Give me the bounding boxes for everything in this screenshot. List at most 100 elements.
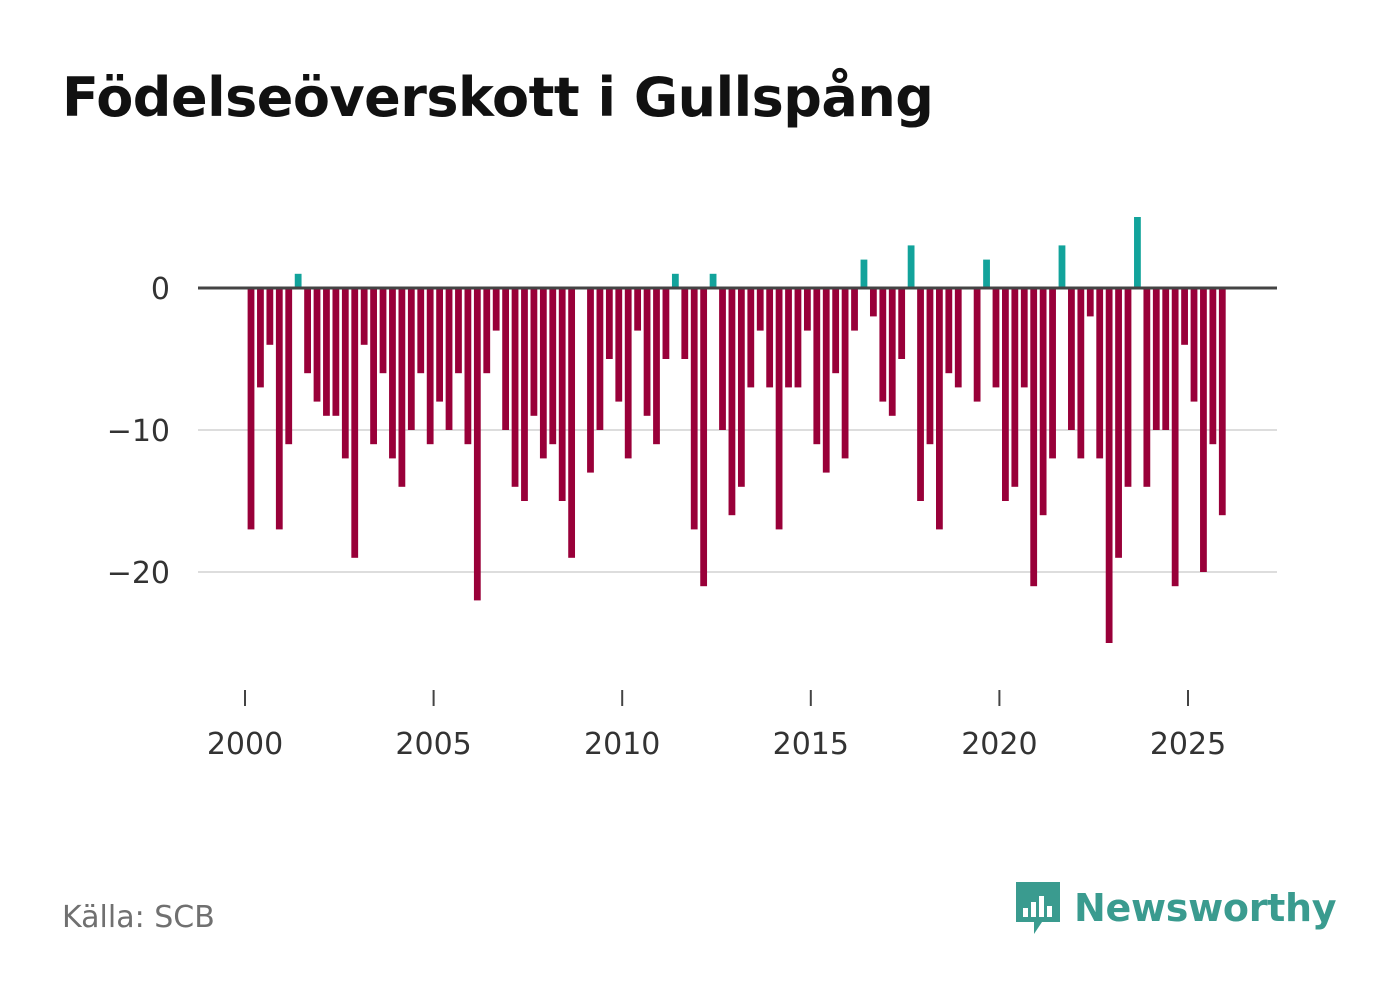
bar-negative bbox=[323, 288, 330, 416]
bar-negative bbox=[785, 288, 792, 388]
bar-positive bbox=[294, 273, 302, 288]
bar-negative bbox=[247, 288, 255, 530]
logo-text: Newsworthy bbox=[1074, 886, 1337, 930]
bar-negative bbox=[605, 288, 613, 359]
tick-labels: 0 −10 −20 2000 2005 2010 2015 2020 2025 bbox=[107, 272, 1226, 762]
bar-negative bbox=[304, 288, 311, 374]
bar-negative bbox=[832, 288, 840, 374]
bar-negative bbox=[1115, 288, 1122, 558]
bar-negative bbox=[794, 288, 802, 388]
bar-negative bbox=[1209, 288, 1217, 445]
bar-negative bbox=[869, 288, 877, 317]
bar-negative bbox=[813, 288, 821, 445]
bar-negative bbox=[1162, 288, 1170, 430]
bar-negative bbox=[1039, 288, 1047, 516]
bar-negative bbox=[615, 288, 623, 402]
bar-negative bbox=[700, 288, 708, 587]
bar-negative bbox=[587, 288, 594, 473]
bar-negative bbox=[1002, 288, 1009, 501]
x-tick-label: 2010 bbox=[584, 727, 660, 762]
bar-negative bbox=[285, 288, 293, 445]
newsworthy-logo[interactable]: Newsworthy bbox=[1012, 878, 1337, 938]
bar-negative bbox=[455, 288, 462, 374]
bar-negative bbox=[1077, 288, 1085, 459]
bar-negative bbox=[879, 288, 887, 402]
bar-negative bbox=[313, 288, 321, 402]
bar-negative bbox=[662, 288, 670, 359]
bar-negative bbox=[511, 288, 519, 487]
bar-negative bbox=[643, 288, 651, 416]
bar-negative bbox=[445, 288, 453, 430]
grid-lines bbox=[198, 429, 1277, 573]
bar-negative bbox=[841, 288, 849, 459]
bar-negative bbox=[1152, 288, 1160, 430]
bar-positive bbox=[907, 245, 915, 288]
bar-negative bbox=[275, 288, 283, 530]
bar-negative bbox=[653, 288, 660, 445]
bar-negative bbox=[992, 288, 1000, 388]
bar-negative bbox=[766, 288, 774, 388]
x-tick-label: 2020 bbox=[961, 727, 1037, 762]
bar-negative bbox=[851, 288, 858, 331]
bar-negative bbox=[417, 288, 425, 374]
bar-negative bbox=[398, 288, 406, 487]
bar-negative bbox=[596, 288, 604, 430]
bar-negative bbox=[389, 288, 396, 459]
bar-negative bbox=[775, 288, 783, 530]
bar-negative bbox=[426, 288, 434, 445]
bar-negative bbox=[945, 288, 953, 374]
bar-negative bbox=[624, 288, 632, 459]
bar-positive bbox=[860, 259, 868, 288]
y-tick-label: 0 bbox=[151, 272, 170, 307]
bar-negative bbox=[539, 288, 547, 459]
bar-negative bbox=[332, 288, 340, 416]
bar-negative bbox=[936, 288, 943, 530]
bar-negative bbox=[1030, 288, 1038, 587]
x-tick-label: 2005 bbox=[395, 727, 471, 762]
bar-negative bbox=[888, 288, 896, 416]
x-tick-label: 2025 bbox=[1150, 727, 1226, 762]
bar-negative bbox=[1181, 288, 1188, 345]
bar-negative bbox=[917, 288, 924, 501]
bar-negative bbox=[266, 288, 274, 345]
bar-negative bbox=[1190, 288, 1198, 402]
bar-negative bbox=[954, 288, 962, 388]
bar-negative bbox=[1105, 288, 1113, 643]
bar-negative bbox=[1124, 288, 1132, 487]
bar-negative bbox=[549, 288, 557, 445]
bar-negative bbox=[1171, 288, 1179, 587]
bar-negative bbox=[558, 288, 566, 501]
source-label: Källa: SCB bbox=[62, 900, 215, 935]
bar-negative bbox=[756, 288, 764, 331]
bar-negative bbox=[341, 288, 349, 459]
bar-negative bbox=[370, 288, 377, 445]
bar-negative bbox=[1143, 288, 1151, 487]
bar-negative bbox=[681, 288, 689, 359]
bar-negative bbox=[257, 288, 264, 388]
bar-negative bbox=[1096, 288, 1104, 459]
bar-negative bbox=[1200, 288, 1207, 572]
chart-speech-bubble-icon bbox=[1016, 882, 1060, 934]
bar-negative bbox=[973, 288, 981, 402]
bar-negative bbox=[719, 288, 726, 430]
y-tick-label: −10 bbox=[107, 414, 170, 449]
bar-negative bbox=[379, 288, 387, 374]
bar-negative bbox=[898, 288, 906, 359]
bar-negative bbox=[737, 288, 745, 487]
bar-negative bbox=[747, 288, 755, 388]
bar-negative bbox=[473, 288, 481, 601]
bar-negative bbox=[568, 288, 576, 558]
bar-negative bbox=[1011, 288, 1019, 487]
bar-negative bbox=[822, 288, 830, 473]
bar-negative bbox=[1068, 288, 1075, 430]
bar-negative bbox=[351, 288, 359, 558]
bar-negative bbox=[634, 288, 642, 331]
bar-negative bbox=[502, 288, 510, 430]
bars bbox=[247, 217, 1226, 643]
x-tick-label: 2000 bbox=[207, 727, 283, 762]
bar-negative bbox=[407, 288, 415, 430]
bar-negative bbox=[1218, 288, 1226, 516]
bar-positive bbox=[1058, 245, 1066, 288]
bar-negative bbox=[492, 288, 500, 331]
